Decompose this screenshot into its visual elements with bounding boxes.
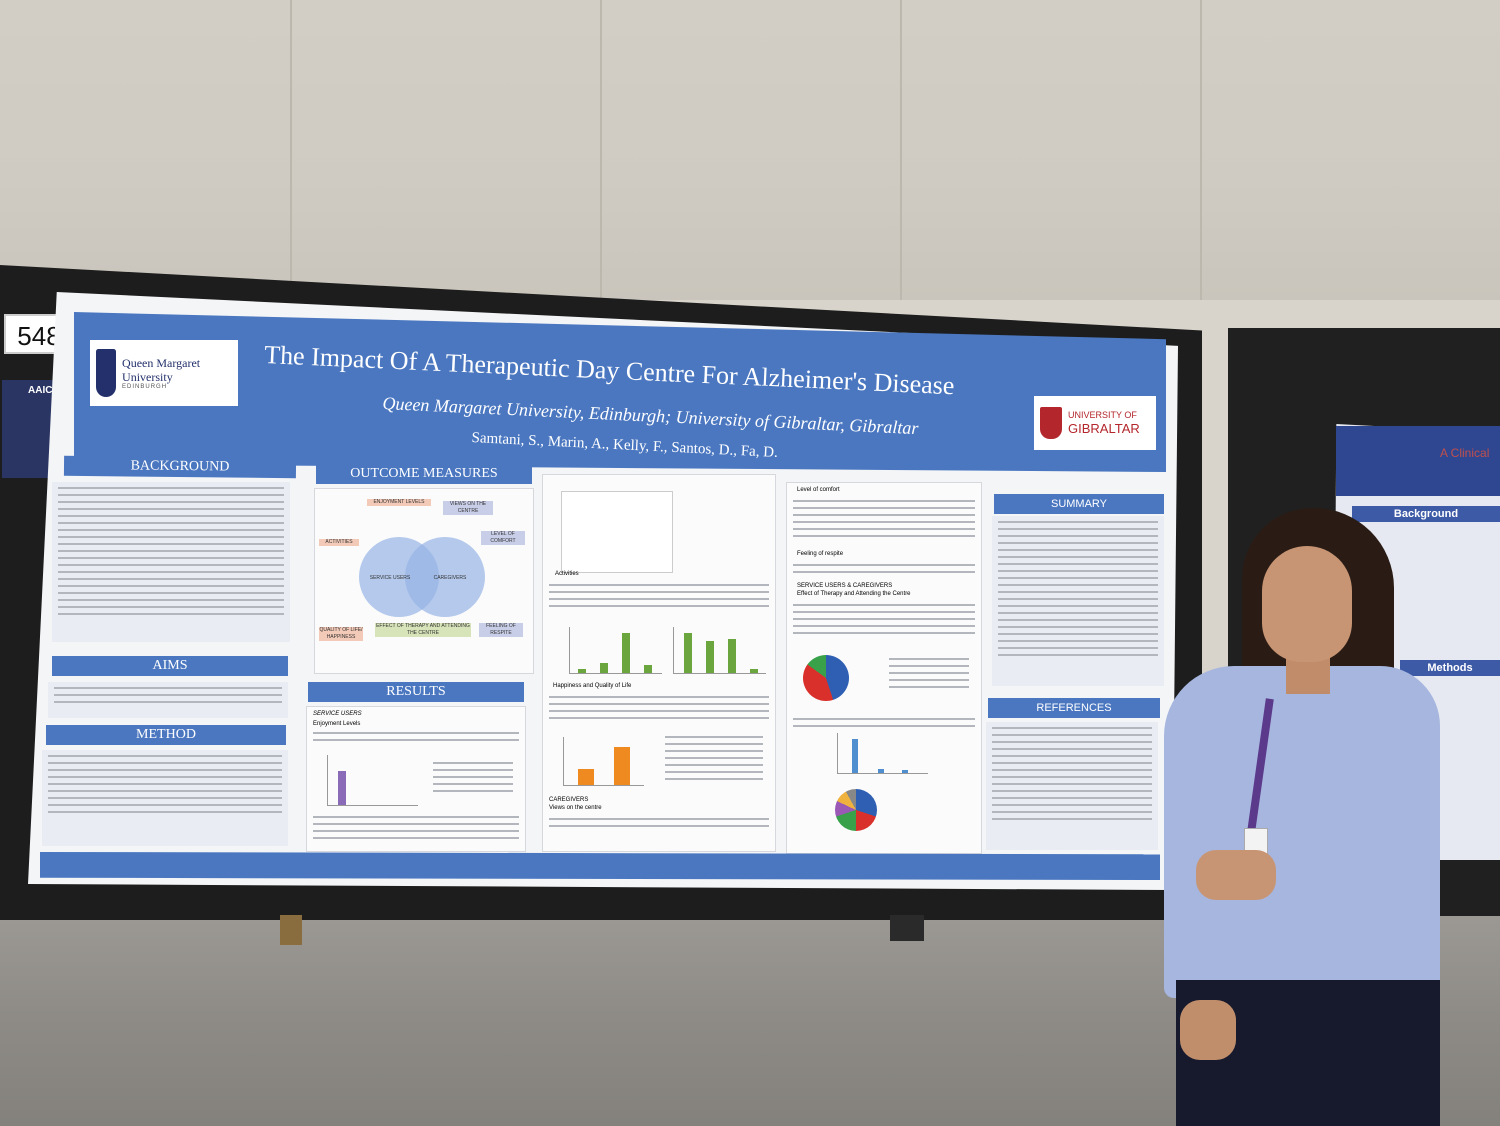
results-panel: SERVICE USERS Enjoyment Levels (306, 706, 526, 852)
respite-text (787, 559, 981, 578)
poster-footer-band (40, 852, 1160, 880)
gibraltar-logo: UNIVERSITY OF GIBRALTAR (1034, 396, 1156, 450)
neighbour-section-heading: Background (1352, 506, 1500, 522)
results-middle-panel: Activities Happiness and Quality of Life… (542, 474, 776, 852)
venn-left-label: SERVICE USERS (369, 575, 411, 581)
figure-caption (787, 713, 981, 732)
happiness-chart (563, 737, 644, 786)
results-bottom-text (307, 811, 525, 844)
respite-bar (878, 769, 884, 773)
activity-bar (684, 633, 692, 673)
person-shirt (1164, 666, 1440, 998)
wall-seam (290, 0, 292, 300)
board-foot (890, 915, 924, 941)
happiness-text (543, 691, 775, 724)
board-leg (280, 915, 302, 945)
venn-label: VIEWS ON THE CENTRE (443, 501, 493, 515)
outcome-diagram: SERVICE USERS CAREGIVERS ENJOYMENT LEVEL… (314, 488, 534, 674)
activities-chart-1 (569, 627, 662, 674)
results-side-text (427, 757, 519, 797)
qmu-logo-text: Queen Margaret University (122, 355, 201, 384)
venn-label: LEVEL OF COMFORT (481, 531, 525, 545)
neighbour-section-heading: Methods (1400, 660, 1500, 676)
right-subhead: Feeling of respite (797, 551, 844, 557)
gibraltar-logo-line1: UNIVERSITY OF (1068, 409, 1137, 420)
references-text (986, 722, 1158, 850)
middle-subhead: CAREGIVERS (549, 797, 589, 803)
wall-seam (900, 0, 902, 300)
enjoyment-bar (338, 771, 346, 805)
venn-label: EFFECT OF THERAPY AND ATTENDING THE CENT… (375, 623, 471, 637)
activity-bar (600, 663, 608, 673)
venn-label: FEELING OF RESPITE (479, 623, 523, 637)
activities-text (543, 579, 775, 612)
caregivers-text (543, 813, 775, 832)
section-method-heading: METHOD (46, 725, 286, 745)
activity-bar (644, 665, 652, 673)
background-text (52, 482, 290, 642)
activities-table (561, 491, 673, 573)
effect-pie-chart (803, 655, 849, 701)
right-subhead: Effect of Therapy and Attending the Cent… (797, 591, 911, 597)
aims-text (48, 682, 288, 718)
happiness-bar (614, 747, 630, 785)
right-subhead: SERVICE USERS & CAREGIVERS (797, 583, 893, 589)
section-results-heading: RESULTS (308, 682, 524, 702)
views-pie-chart (835, 789, 877, 831)
neighbour-poster-header (1336, 426, 1500, 496)
venn-circle-caregivers (405, 537, 485, 617)
wall-seam (1200, 0, 1202, 300)
method-text (42, 750, 288, 846)
venn-label: QUALITY OF LIFE/ HAPPINESS (319, 627, 363, 641)
enjoyment-chart (327, 755, 418, 806)
venn-label: ACTIVITIES (319, 539, 359, 546)
results-subhead: Enjoyment Levels (313, 721, 361, 727)
neighbour-poster-title: A Clinical (1440, 446, 1490, 460)
comfort-text (787, 495, 981, 542)
happiness-side-text (659, 731, 769, 785)
activity-bar (750, 669, 758, 673)
middle-subhead: Happiness and Quality of Life (553, 683, 632, 689)
venn-label: ENJOYMENT LEVELS (367, 499, 431, 506)
middle-subhead: Views on the centre (549, 805, 602, 811)
venn-right-label: CAREGIVERS (433, 575, 467, 581)
gibraltar-logo-line2: GIBRALTAR (1068, 420, 1140, 436)
person-hand-on-hip (1196, 850, 1276, 900)
section-aims-heading: AIMS (52, 656, 288, 676)
summary-text (992, 516, 1164, 686)
section-outcome-heading: OUTCOME MEASURES (316, 464, 532, 484)
section-background-heading: BACKGROUND (63, 455, 297, 479)
qmu-crest-icon (96, 349, 117, 397)
respite-chart (837, 733, 928, 774)
pie-side-text (883, 653, 975, 693)
activity-bar (622, 633, 630, 673)
qmu-logo: Queen Margaret University EDINBURGH (90, 340, 238, 406)
activity-bar (728, 639, 736, 673)
person-left-hand (1180, 1000, 1236, 1060)
qmu-logo-sub: EDINBURGH (122, 384, 168, 391)
right-subhead: Level of comfort (797, 487, 840, 493)
section-summary-heading: SUMMARY (994, 494, 1164, 514)
person-face (1262, 546, 1352, 662)
poster-header-band (74, 312, 1166, 472)
results-right-panel: Level of comfort Feeling of respite SERV… (786, 482, 982, 854)
exhibition-wall (0, 0, 1500, 300)
happiness-bar (578, 769, 594, 785)
section-references-heading: REFERENCES (988, 698, 1160, 718)
effect-text (787, 599, 981, 639)
wall-seam (600, 0, 602, 300)
activity-bar (578, 669, 586, 673)
activities-chart-2 (673, 627, 766, 674)
middle-subhead: Activities (555, 571, 579, 577)
activity-bar (706, 641, 714, 673)
conference-badge-text: AAIC>18 (28, 385, 70, 396)
results-subhead: SERVICE USERS (313, 711, 362, 717)
respite-bar (852, 739, 858, 773)
respite-bar (902, 770, 908, 773)
gibraltar-crest-icon (1040, 407, 1062, 439)
